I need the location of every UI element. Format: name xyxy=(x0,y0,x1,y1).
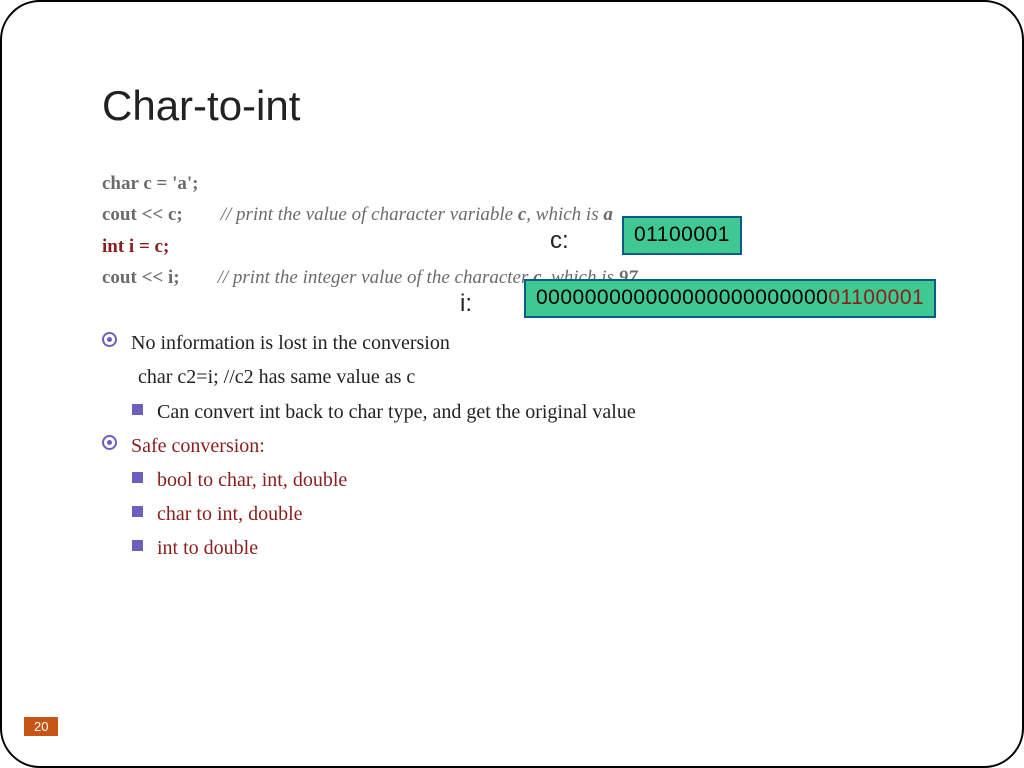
code-text-highlight: int i = c; xyxy=(102,236,169,257)
square-bullet-icon xyxy=(132,506,143,517)
bits-c: 01100001 xyxy=(634,223,730,246)
bullet-text: Can convert int back to char type, and g… xyxy=(157,396,636,428)
slide-frame: Char-to-int char c = 'a'; cout << c; // … xyxy=(0,0,1024,768)
code-text: char c = 'a'; xyxy=(102,173,198,194)
comment-text: // print the integer value of the charac… xyxy=(218,267,534,288)
bullet-item: Safe conversion: xyxy=(102,430,932,462)
code-line-2: cout << c; // print the value of charact… xyxy=(102,199,932,230)
comment-val: a xyxy=(603,204,613,225)
bitbox-char: 01100001 xyxy=(622,216,742,255)
bullet-sub-item: Can convert int back to char type, and g… xyxy=(102,396,932,428)
code-line-1: char c = 'a'; xyxy=(102,168,932,199)
bitbox-int: 00000000000000000000000001100001 xyxy=(524,279,936,318)
comment-text: , which is xyxy=(526,204,603,225)
square-bullet-icon xyxy=(132,404,143,415)
body-list: No information is lost in the conversion… xyxy=(102,327,932,564)
code-block: char c = 'a'; cout << c; // print the va… xyxy=(102,168,932,293)
comment-text: // print the value of character variable xyxy=(221,204,518,225)
bullet-text: bool to char, int, double xyxy=(157,464,347,496)
bullet-subtext: char c2=i; //c2 has same value as c xyxy=(138,361,932,393)
target-bullet-icon xyxy=(102,332,117,347)
bullet-sub-item: char to int, double xyxy=(102,498,932,530)
slide-title: Char-to-int xyxy=(102,82,932,130)
bullet-text: char to int, double xyxy=(157,498,303,530)
label-i: i: xyxy=(460,290,472,318)
bullet-sub-item: int to double xyxy=(102,532,932,564)
code-text: cout << c; xyxy=(102,204,183,225)
code-text: cout << i; xyxy=(102,267,180,288)
target-bullet-icon xyxy=(102,435,117,450)
bullet-item: No information is lost in the conversion xyxy=(102,327,932,359)
page-number-badge: 20 xyxy=(24,717,58,736)
bits-i-prefix: 000000000000000000000000 xyxy=(536,286,828,309)
code-line-3: int i = c; xyxy=(102,231,932,262)
bullet-sub-item: bool to char, int, double xyxy=(102,464,932,496)
bullet-text: int to double xyxy=(157,532,258,564)
bullet-text: Safe conversion: xyxy=(131,430,265,462)
square-bullet-icon xyxy=(132,540,143,551)
bits-i-suffix: 01100001 xyxy=(828,286,924,309)
square-bullet-icon xyxy=(132,472,143,483)
label-c: c: xyxy=(550,227,569,255)
bullet-text: No information is lost in the conversion xyxy=(131,327,450,359)
